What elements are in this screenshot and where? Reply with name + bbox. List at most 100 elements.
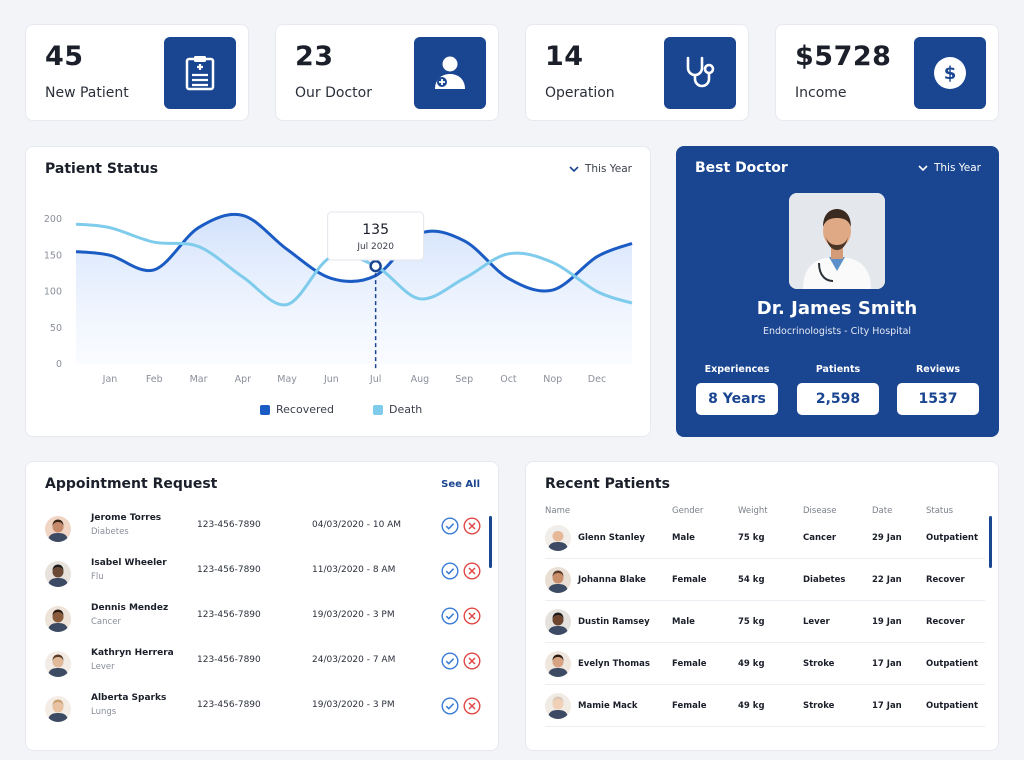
x-tick-label: Jun bbox=[323, 374, 339, 385]
table-row[interactable]: Dustin Ramsey Male 75 kg Lever 19 Jan Recover bbox=[545, 602, 985, 643]
cell-status: Recover bbox=[926, 575, 965, 585]
patient-name: Jerome Torres bbox=[91, 513, 162, 523]
cell-date: 19 Jan bbox=[872, 617, 902, 627]
doctor-name: Dr. James Smith bbox=[756, 298, 918, 319]
stat-card-our-doctor: 23 Our Doctor bbox=[275, 24, 499, 121]
appointment-row[interactable]: Alberta Sparks Lungs 123-456-7890 19/03/202… bbox=[45, 687, 485, 732]
reject-x-icon[interactable] bbox=[463, 697, 481, 715]
appointment-row[interactable]: Dennis Mendez Cancer 123-456-7890 19/03/202… bbox=[45, 597, 485, 642]
accept-check-icon[interactable] bbox=[441, 562, 459, 580]
chevron-down-icon bbox=[569, 165, 579, 172]
cell-disease: Lever bbox=[803, 617, 830, 627]
y-tick-label: 200 bbox=[44, 214, 62, 225]
appointment-row[interactable]: Isabel Wheeler Flu 123-456-7890 11/03/2020 … bbox=[45, 552, 485, 597]
year-filter-dropdown[interactable]: This Year bbox=[569, 163, 632, 175]
column-header-disease[interactable]: Disease bbox=[803, 506, 837, 516]
accept-check-icon[interactable] bbox=[441, 607, 459, 625]
tooltip-point[interactable] bbox=[369, 259, 382, 273]
column-header-gender[interactable]: Gender bbox=[672, 506, 704, 516]
column-header-weight[interactable]: Weight bbox=[738, 506, 768, 516]
patient-disease: Cancer bbox=[91, 617, 121, 627]
cell-name: Mamie Mack bbox=[578, 701, 638, 711]
cell-status: Outpatient bbox=[926, 533, 979, 543]
stat-value: $5728 bbox=[795, 41, 892, 72]
column-header-status[interactable]: Status bbox=[926, 506, 954, 516]
appointment-row[interactable]: Kathryn Herrera Lever 123-456-7890 24/03/20… bbox=[45, 642, 485, 687]
series-line-recovered bbox=[75, 213, 633, 293]
patient-disease: Lungs bbox=[91, 707, 117, 717]
stat-card-new-patient: 45 New Patient bbox=[25, 24, 249, 121]
cell-status: Outpatient bbox=[926, 701, 979, 711]
reject-x-icon[interactable] bbox=[463, 607, 481, 625]
appointment-request-card: Appointment Request See All Jerome Torre… bbox=[25, 461, 499, 751]
appointment-datetime: 11/03/2020 - 8 AM bbox=[312, 565, 396, 575]
scrollbar-thumb[interactable] bbox=[989, 516, 992, 568]
stat-value: 14 bbox=[545, 41, 584, 72]
chart-tooltip: 135 Jul 2020 bbox=[327, 211, 425, 261]
patient-phone: 123-456-7890 bbox=[197, 610, 261, 620]
stethoscope-icon bbox=[664, 37, 736, 109]
x-tick-label: Mar bbox=[190, 374, 208, 385]
accept-check-icon[interactable] bbox=[441, 517, 459, 535]
legend-label: Recovered bbox=[276, 403, 335, 416]
stat-value: 23 bbox=[295, 41, 334, 72]
table-row[interactable]: Johanna Blake Female 54 kg Diabetes 22 Jan Re… bbox=[545, 560, 985, 601]
column-header-name[interactable]: Name bbox=[545, 506, 571, 516]
table-row[interactable]: Mamie Mack Female 49 kg Stroke 17 Jan Outpati… bbox=[545, 686, 985, 727]
cell-name: Evelyn Thomas bbox=[578, 659, 650, 669]
filter-label: This Year bbox=[933, 162, 981, 174]
stat-value: 45 bbox=[45, 41, 84, 72]
patient-disease: Diabetes bbox=[91, 527, 129, 537]
patient-status-chart: 200 150 100 50 0 Jan Feb Mar Apr May Jun Jul Aug Sep… bbox=[44, 211, 633, 385]
cell-name: Johanna Blake bbox=[578, 575, 646, 585]
cell-gender: Female bbox=[672, 575, 707, 585]
accept-check-icon[interactable] bbox=[441, 652, 459, 670]
cell-gender: Male bbox=[672, 533, 695, 543]
legend-item-recovered[interactable]: Recovered bbox=[260, 403, 334, 416]
column-header-date[interactable]: Date bbox=[872, 506, 893, 516]
card-title: Recent Patients bbox=[545, 476, 670, 492]
doctor-photo bbox=[789, 193, 885, 289]
cell-weight: 49 kg bbox=[738, 659, 765, 669]
avatar bbox=[45, 651, 71, 677]
reject-x-icon[interactable] bbox=[463, 652, 481, 670]
patient-phone: 123-456-7890 bbox=[197, 565, 261, 575]
cell-gender: Male bbox=[672, 617, 695, 627]
x-tick-label: May bbox=[277, 374, 297, 385]
see-all-link[interactable]: See All bbox=[441, 479, 480, 490]
card-title: Patient Status bbox=[45, 161, 159, 177]
legend-item-death[interactable]: Death bbox=[373, 403, 422, 416]
stat-label: Income bbox=[795, 85, 847, 101]
x-tick-label: Apr bbox=[235, 374, 252, 385]
stat-card-income: $5728 Income $ bbox=[775, 24, 999, 121]
appointment-row[interactable]: Jerome Torres Diabetes 123-456-7890 04/03/2… bbox=[45, 507, 485, 552]
x-tick-label: Feb bbox=[146, 374, 163, 385]
patient-name: Alberta Sparks bbox=[91, 693, 167, 703]
dollar-icon: $ bbox=[914, 37, 986, 109]
card-title: Appointment Request bbox=[45, 476, 218, 492]
cell-weight: 49 kg bbox=[738, 701, 765, 711]
chevron-down-icon bbox=[918, 164, 928, 171]
cell-status: Recover bbox=[926, 617, 965, 627]
reject-x-icon[interactable] bbox=[463, 517, 481, 535]
stat-label: Experiences bbox=[704, 364, 770, 375]
accept-check-icon[interactable] bbox=[441, 697, 459, 715]
avatar bbox=[545, 609, 571, 635]
x-tick-label: Oct bbox=[500, 374, 517, 385]
svg-text:$: $ bbox=[944, 63, 957, 84]
x-tick-label: Aug bbox=[411, 374, 430, 385]
cell-gender: Female bbox=[672, 701, 707, 711]
table-row[interactable]: Glenn Stanley Male 75 kg Cancer 29 Jan Outpat… bbox=[545, 518, 985, 559]
x-tick-label: Sep bbox=[455, 374, 473, 385]
scrollbar-thumb[interactable] bbox=[489, 516, 492, 568]
recovered-area bbox=[76, 214, 632, 364]
year-filter-dropdown[interactable]: This Year bbox=[918, 162, 981, 174]
stat-value: 2,598 bbox=[797, 383, 879, 415]
stat-label: New Patient bbox=[45, 85, 129, 101]
x-tick-label: Nop bbox=[543, 374, 562, 385]
stat-label: Patients bbox=[815, 364, 861, 375]
cell-name: Dustin Ramsey bbox=[578, 617, 650, 627]
table-row[interactable]: Evelyn Thomas Female 49 kg Stroke 17 Jan Outp… bbox=[545, 644, 985, 685]
reject-x-icon[interactable] bbox=[463, 562, 481, 580]
stat-label: Operation bbox=[545, 85, 615, 101]
